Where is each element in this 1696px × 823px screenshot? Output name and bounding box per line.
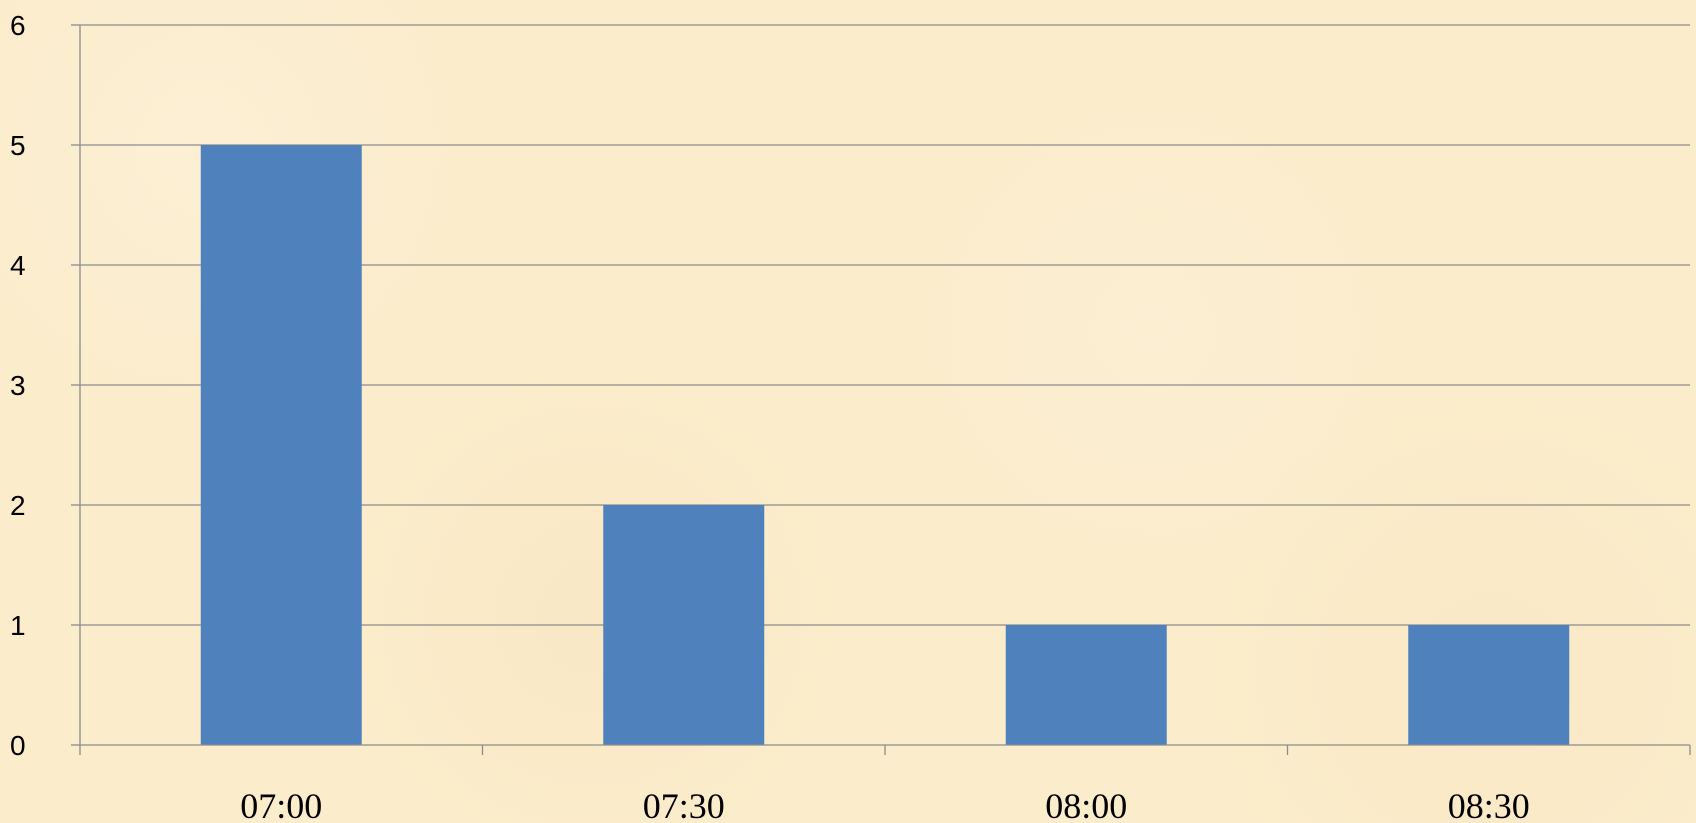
y-tick-label: 6 bbox=[10, 10, 26, 41]
bar-0800 bbox=[1005, 625, 1167, 745]
x-tick-label: 08:00 bbox=[1045, 786, 1127, 823]
y-axis-tick-labels: 0 1 2 3 4 5 6 bbox=[10, 10, 26, 761]
y-tick-label: 1 bbox=[10, 610, 26, 641]
bar-0830 bbox=[1408, 625, 1570, 745]
y-tick-label: 2 bbox=[10, 490, 26, 521]
x-axis-tick-labels: 07:00 07:30 08:00 08:30 bbox=[240, 786, 1530, 823]
y-tick-label: 4 bbox=[10, 250, 26, 281]
axes bbox=[71, 24, 1691, 755]
x-tick-label: 07:00 bbox=[240, 786, 322, 823]
bar-0700 bbox=[200, 145, 362, 745]
y-tick-label: 5 bbox=[10, 130, 26, 161]
bars bbox=[200, 145, 1570, 745]
y-tick-label: 3 bbox=[10, 370, 26, 401]
y-tick-label: 0 bbox=[10, 730, 26, 761]
x-tick-label: 07:30 bbox=[643, 786, 725, 823]
x-tick-label: 08:30 bbox=[1448, 786, 1530, 823]
bar-0730 bbox=[603, 505, 765, 745]
